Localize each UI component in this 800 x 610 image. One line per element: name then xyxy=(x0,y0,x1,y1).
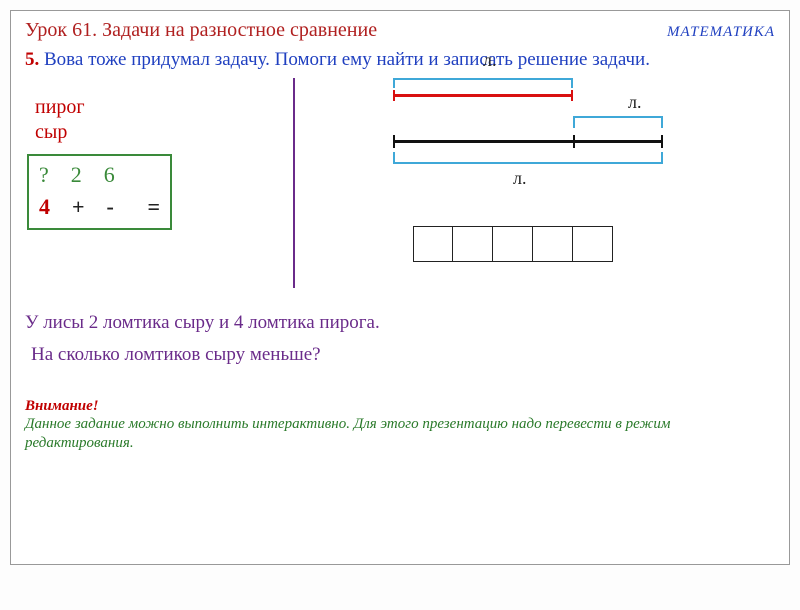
answer-cell[interactable] xyxy=(573,226,613,262)
lesson-title: Урок 61. Задачи на разностное сравнение xyxy=(25,19,377,42)
left-column: пирог сыр ? 2 6 4 + - = xyxy=(25,78,285,288)
number-row-1: ? 2 6 xyxy=(39,162,160,188)
unit-label-bottom: л. xyxy=(513,168,526,189)
header-row: Урок 61. Задачи на разностное сравнение … xyxy=(25,19,775,42)
label-syr: сыр xyxy=(35,121,285,144)
answer-cell[interactable] xyxy=(413,226,453,262)
digit-6[interactable]: 6 xyxy=(104,162,115,188)
label-pirog: пирог xyxy=(35,96,285,119)
bracket-bottom xyxy=(393,152,663,164)
attention-body: Данное задание можно выполнить интеракти… xyxy=(25,415,775,454)
task-number: 5. xyxy=(25,49,39,70)
black-bar xyxy=(393,140,663,143)
number-row-2: 4 + - = xyxy=(39,194,160,220)
bracket-small xyxy=(573,116,663,128)
attention-heading: Внимание! xyxy=(25,398,775,415)
unit-label-mid: л. xyxy=(628,92,641,113)
columns: пирог сыр ? 2 6 4 + - = л. xyxy=(25,78,775,288)
red-bar xyxy=(393,94,573,97)
problem-line-1: У лисы 2 ломтика сыру и 4 ломтика пирога… xyxy=(25,312,775,334)
slide: Урок 61. Задачи на разностное сравнение … xyxy=(10,10,790,565)
digit-2[interactable]: 2 xyxy=(71,162,82,188)
answer-grid xyxy=(413,226,775,262)
right-column: л. л. л. xyxy=(303,78,775,288)
minus-sign[interactable]: - xyxy=(107,194,114,220)
answer-cell[interactable] xyxy=(493,226,533,262)
answer-cell[interactable] xyxy=(453,226,493,262)
problem-line-2: На сколько ломтиков сыру меньше? xyxy=(31,344,775,366)
task-part1: Вова тоже придумал задачу. xyxy=(44,49,275,70)
equals-sign[interactable]: = xyxy=(147,194,160,220)
unit-label-top: л. xyxy=(483,50,496,71)
vertical-divider xyxy=(293,78,295,288)
attention-block: Внимание! Данное задание можно выполнить… xyxy=(25,398,775,454)
question-mark[interactable]: ? xyxy=(39,162,49,188)
answer-cell[interactable] xyxy=(533,226,573,262)
digit-4[interactable]: 4 xyxy=(39,194,50,220)
bracket-top-red xyxy=(393,78,573,88)
plus-sign[interactable]: + xyxy=(72,194,85,220)
black-bar-tick xyxy=(573,135,575,148)
number-box: ? 2 6 4 + - = xyxy=(27,154,172,230)
bar-diagram: л. л. л. xyxy=(333,68,775,198)
subject-label: МАТЕМАТИКА xyxy=(667,24,775,41)
